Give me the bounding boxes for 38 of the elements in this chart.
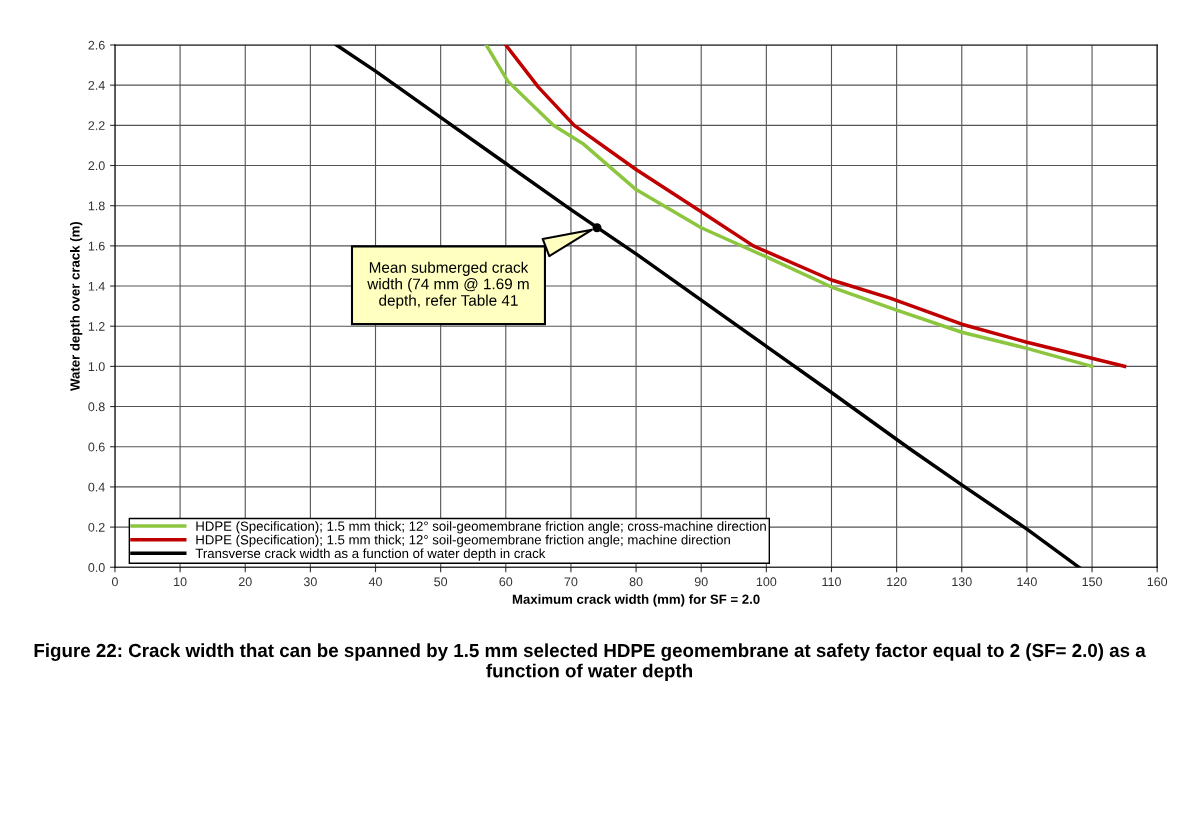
y-tick-label: 1.6 xyxy=(88,241,105,251)
y-tick-label: 2.2 xyxy=(88,121,105,130)
x-tick-label: 30 xyxy=(303,577,317,587)
legend-label: Transverse crack width as a function of water depth in crack xyxy=(195,548,546,561)
x-tick-label: 70 xyxy=(564,577,578,587)
y-tick-label: 2.0 xyxy=(88,161,105,171)
y-tick-label: 2.4 xyxy=(88,80,105,90)
annotation: Mean submerged crack width (74 mm @ 1.69 m depth, refer Table 41 xyxy=(367,261,529,309)
x-tick-label: 150 xyxy=(1082,577,1102,587)
text: Figure 22: Crack width that can be spanned by 1.5 mm selected HDPE geomembrane at safety factor equal to 2 (SF= 2.0) as a function of water depth xyxy=(34,643,1146,682)
x-tick-label: 10 xyxy=(174,577,187,587)
y-tick-label: 1.4 xyxy=(88,281,105,291)
x-tick-label: 90 xyxy=(694,577,708,587)
y-tick-label: 0.4 xyxy=(88,482,105,492)
x-tick-label: 160 xyxy=(1147,577,1168,587)
y-tick-label: 0.8 xyxy=(88,402,105,412)
x-tick-label: 0 xyxy=(111,577,118,587)
y-tick-label: 1.2 xyxy=(88,322,105,331)
x-tick-label: 100 xyxy=(756,577,777,587)
x-tick-label: 110 xyxy=(822,577,841,587)
x-tick-label: 20 xyxy=(238,577,252,587)
y-tick-label: 1.8 xyxy=(88,201,105,211)
x-axis-title: Maximum crack width (mm) for SF = 2.0 xyxy=(512,594,760,607)
y-axis-title: Water depth over crack (m) xyxy=(70,221,83,391)
x-tick-label: 60 xyxy=(499,577,513,587)
y-tick-label: 0.6 xyxy=(88,442,105,452)
legend-label: HDPE (Specification); 1.5 mm thick; 12° soil-geomembrane friction angle; machine direction xyxy=(196,534,730,548)
x-tick-label: 120 xyxy=(887,577,907,587)
y-tick-label: 0.0 xyxy=(88,563,105,572)
x-tick-label: 140 xyxy=(1017,577,1037,587)
y-tick-label: 1.0 xyxy=(88,362,105,372)
legend-label: HDPE (Specification); 1.5 mm thick; 12° soil-geomembrane friction angle; cross-machine direction xyxy=(196,521,766,534)
x-tick-label: 130 xyxy=(952,577,972,587)
y-tick-label: 2.6 xyxy=(88,40,105,50)
x-tick-label: 50 xyxy=(434,577,448,587)
y-tick-label: 0.2 xyxy=(88,522,105,532)
x-tick-label: 80 xyxy=(629,577,643,587)
x-tick-label: 40 xyxy=(368,577,382,587)
